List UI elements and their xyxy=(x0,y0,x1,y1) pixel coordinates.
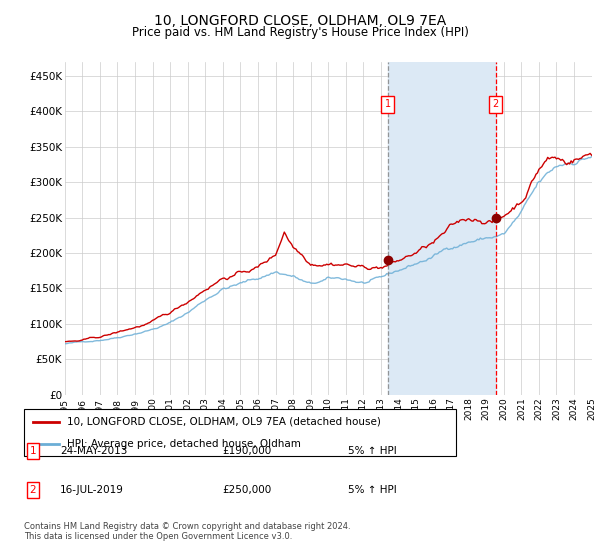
Text: 2: 2 xyxy=(493,99,499,109)
Text: 1: 1 xyxy=(385,99,391,109)
Text: £250,000: £250,000 xyxy=(222,485,271,495)
Bar xyxy=(388,62,496,395)
Text: 2: 2 xyxy=(29,485,37,495)
Text: HPI: Average price, detached house, Oldham: HPI: Average price, detached house, Oldh… xyxy=(67,438,301,449)
Text: Price paid vs. HM Land Registry's House Price Index (HPI): Price paid vs. HM Land Registry's House … xyxy=(131,26,469,39)
Text: 10, LONGFORD CLOSE, OLDHAM, OL9 7EA: 10, LONGFORD CLOSE, OLDHAM, OL9 7EA xyxy=(154,14,446,28)
Text: 10, LONGFORD CLOSE, OLDHAM, OL9 7EA (detached house): 10, LONGFORD CLOSE, OLDHAM, OL9 7EA (det… xyxy=(67,417,381,427)
Text: Contains HM Land Registry data © Crown copyright and database right 2024.
This d: Contains HM Land Registry data © Crown c… xyxy=(24,522,350,542)
Text: 5% ↑ HPI: 5% ↑ HPI xyxy=(348,446,397,456)
Text: 1: 1 xyxy=(29,446,37,456)
Text: £190,000: £190,000 xyxy=(222,446,271,456)
Text: 24-MAY-2013: 24-MAY-2013 xyxy=(60,446,127,456)
FancyBboxPatch shape xyxy=(24,409,456,456)
Text: 16-JUL-2019: 16-JUL-2019 xyxy=(60,485,124,495)
Text: 5% ↑ HPI: 5% ↑ HPI xyxy=(348,485,397,495)
